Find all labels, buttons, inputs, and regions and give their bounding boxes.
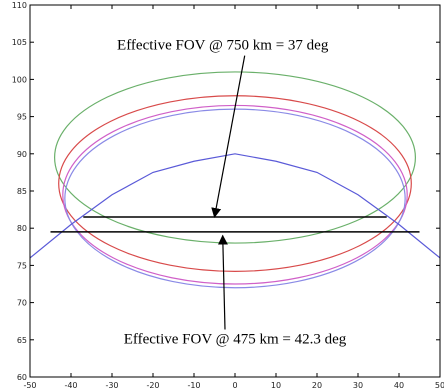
ellipse-curve-3 — [62, 104, 408, 285]
x-tick-label: 40 — [394, 381, 404, 390]
x-tick-label: -50 — [23, 381, 36, 390]
annotation-text-2: Effective FOV @ 475 km = 42.3 deg — [124, 332, 347, 348]
ellipse-curve-2 — [58, 95, 412, 272]
y-tick-label: 75 — [17, 261, 27, 270]
x-tick-label: -20 — [146, 381, 159, 390]
annotation-arrow-2 — [217, 234, 228, 330]
x-tick-label: -10 — [187, 381, 200, 390]
y-tick-label: 65 — [17, 336, 27, 345]
x-tick-label: 30 — [353, 381, 363, 390]
y-tick-label: 90 — [17, 150, 27, 159]
annotation-text-1: Effective FOV @ 750 km = 37 deg — [117, 38, 329, 54]
y-tick-label: 85 — [17, 187, 27, 196]
x-tick-label: -40 — [64, 381, 77, 390]
y-tick-label: 100 — [12, 75, 27, 84]
x-tick-label: -30 — [105, 381, 118, 390]
ellipse-curve-4 — [64, 108, 406, 289]
x-tick-label: 10 — [271, 381, 281, 390]
y-tick-label: 60 — [17, 373, 27, 382]
y-tick-label: 110 — [12, 1, 27, 10]
x-tick-label: 50 — [435, 381, 444, 390]
y-tick-label: 95 — [17, 113, 27, 122]
annotations: Effective FOV @ 750 km = 37 deg Effective… — [117, 38, 347, 348]
annotation-arrow-1 — [211, 55, 246, 219]
ellipse-curve-1 — [54, 71, 416, 244]
series-line-1 — [30, 153, 440, 259]
y-tick-label: 70 — [17, 299, 27, 308]
plot-frame — [29, 4, 441, 378]
axis-ticks: -50 -40 -30 -20 -10 0 10 20 30 40 50 60 65 70 75 80 85 90… — [12, 1, 444, 390]
x-tick-label: 0 — [232, 381, 237, 390]
x-tick-label: 20 — [312, 381, 322, 390]
plot-area — [30, 71, 440, 289]
y-tick-label: 105 — [12, 38, 27, 47]
y-tick-label: 80 — [17, 224, 27, 233]
